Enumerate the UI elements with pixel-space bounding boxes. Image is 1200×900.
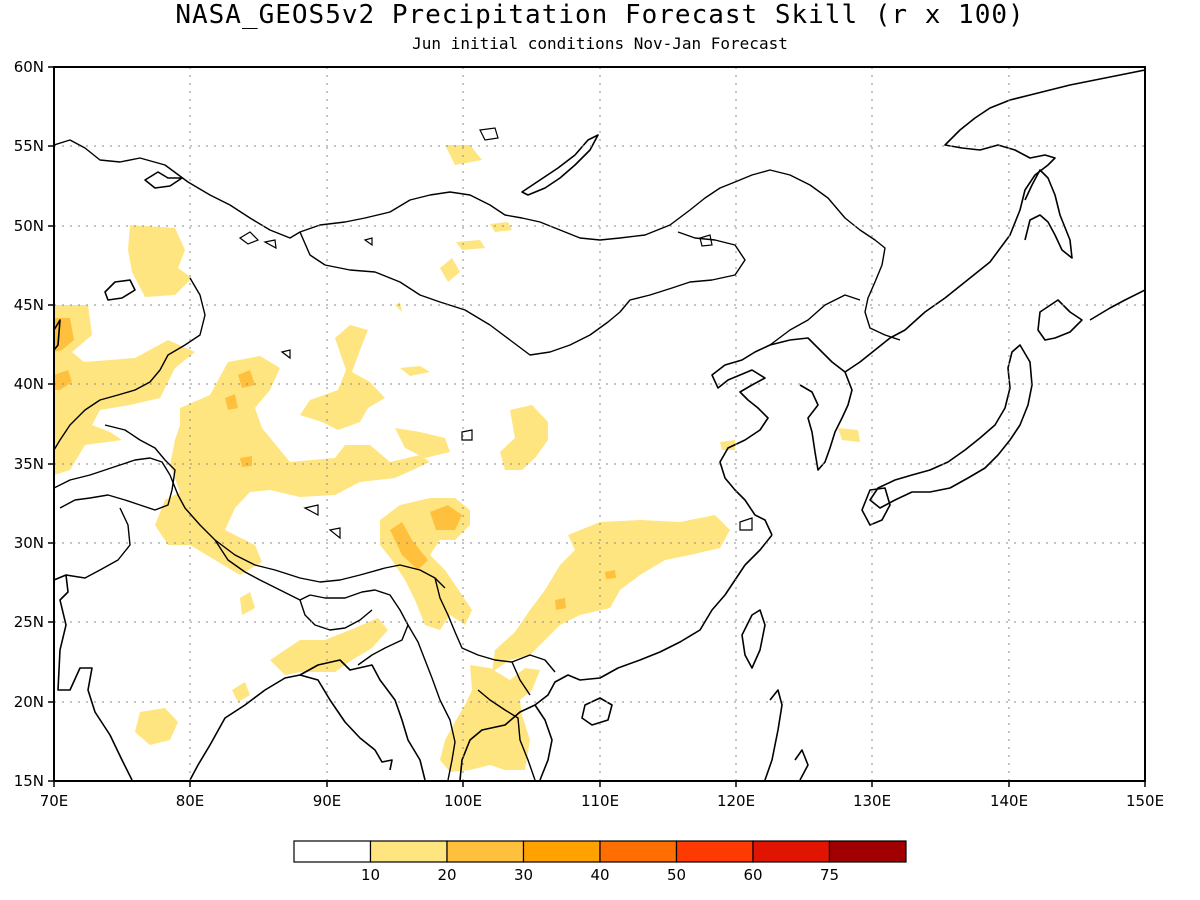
lat-tick-label: 50N — [14, 217, 44, 235]
gridlines — [54, 67, 1145, 781]
legend-labels: 10 20 30 40 50 60 75 — [361, 866, 839, 884]
lat-tick-label: 45N — [14, 296, 44, 314]
lat-tick-label: 40N — [14, 375, 44, 393]
lon-tick-label: 140E — [990, 792, 1028, 810]
map-title: NASA_GEOS5v2 Precipitation Forecast Skil… — [175, 0, 1025, 30]
lon-tick-label: 150E — [1126, 792, 1164, 810]
lat-tick-label: 20N — [14, 693, 44, 711]
lon-tick-label: 80E — [176, 792, 205, 810]
lat-tick-label: 55N — [14, 137, 44, 155]
lat-tick-label: 30N — [14, 534, 44, 552]
country-borders — [54, 139, 901, 781]
lat-tick-label: 25N — [14, 613, 44, 631]
legend-label: 60 — [743, 866, 762, 884]
legend-swatch — [446, 840, 525, 863]
legend-swatch — [522, 840, 601, 863]
legend-label: 40 — [590, 866, 609, 884]
lon-tick-label: 110E — [581, 792, 619, 810]
legend-swatch — [599, 840, 678, 863]
legend-swatch — [675, 840, 754, 863]
legend-label: 20 — [437, 866, 456, 884]
legend-swatch — [752, 840, 831, 863]
lon-tick-label: 90E — [313, 792, 342, 810]
legend-swatch — [369, 840, 448, 863]
tick-marks — [48, 66, 1146, 787]
coastlines — [54, 69, 1145, 781]
legend-swatch — [828, 840, 907, 863]
lat-tick-label: 35N — [14, 455, 44, 473]
lat-tick-label: 15N — [14, 772, 44, 790]
lon-tick-label: 130E — [853, 792, 891, 810]
legend-swatch — [293, 840, 372, 863]
lon-tick-label: 70E — [40, 792, 69, 810]
legend-colorbar — [293, 840, 907, 863]
lakes — [238, 127, 753, 540]
lon-tick-label: 100E — [444, 792, 482, 810]
legend-label: 30 — [514, 866, 533, 884]
legend-label: 50 — [667, 866, 686, 884]
legend-label: 10 — [361, 866, 380, 884]
lat-tick-label: 60N — [14, 58, 44, 76]
map-subtitle: Jun initial conditions Nov-Jan Forecast — [412, 34, 788, 53]
legend-label: 75 — [820, 866, 839, 884]
lon-tick-label: 120E — [717, 792, 755, 810]
skill-regions-10-20 — [54, 145, 860, 772]
lon-tick-labels: 70E 80E 90E 100E 110E 120E 130E 140E 150… — [40, 792, 1164, 810]
lat-tick-labels: 60N 55N 50N 45N 40N 35N 30N 25N 20N 15N — [14, 58, 44, 790]
